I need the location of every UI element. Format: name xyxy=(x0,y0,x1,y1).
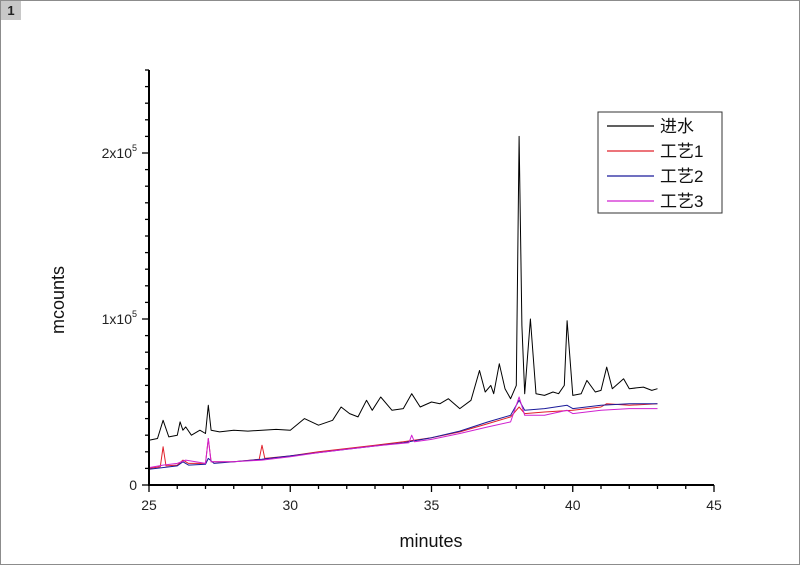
y-tick-label: 0 xyxy=(129,477,137,493)
y-tick-label: 1x105 xyxy=(102,309,137,327)
series-line-1 xyxy=(148,135,658,441)
series-line-3 xyxy=(148,399,658,470)
series-layer xyxy=(148,135,658,470)
series-line-4 xyxy=(148,396,658,469)
legend-label-4: 工艺3 xyxy=(660,192,703,211)
page-number-tag[interactable]: 1 xyxy=(1,1,21,20)
x-axis-title: minutes xyxy=(399,531,462,551)
y-axis-title: mcounts xyxy=(48,266,68,334)
legend-label-3: 工艺2 xyxy=(660,167,703,186)
x-tick-label: 30 xyxy=(282,497,298,513)
x-tick-label: 35 xyxy=(424,497,440,513)
y-tick-label: 2x105 xyxy=(102,143,137,161)
legend-box xyxy=(597,111,723,214)
axes: 25 30 35 40 45 0 1x105 2x105 xyxy=(102,69,722,513)
legend-label-1: 进水 xyxy=(660,117,694,136)
x-tick-label: 25 xyxy=(141,497,157,513)
legend-label-2: 工艺1 xyxy=(660,142,703,161)
x-tick-label: 45 xyxy=(706,497,722,513)
series-line-2 xyxy=(148,403,658,469)
x-tick-label: 40 xyxy=(565,497,581,513)
